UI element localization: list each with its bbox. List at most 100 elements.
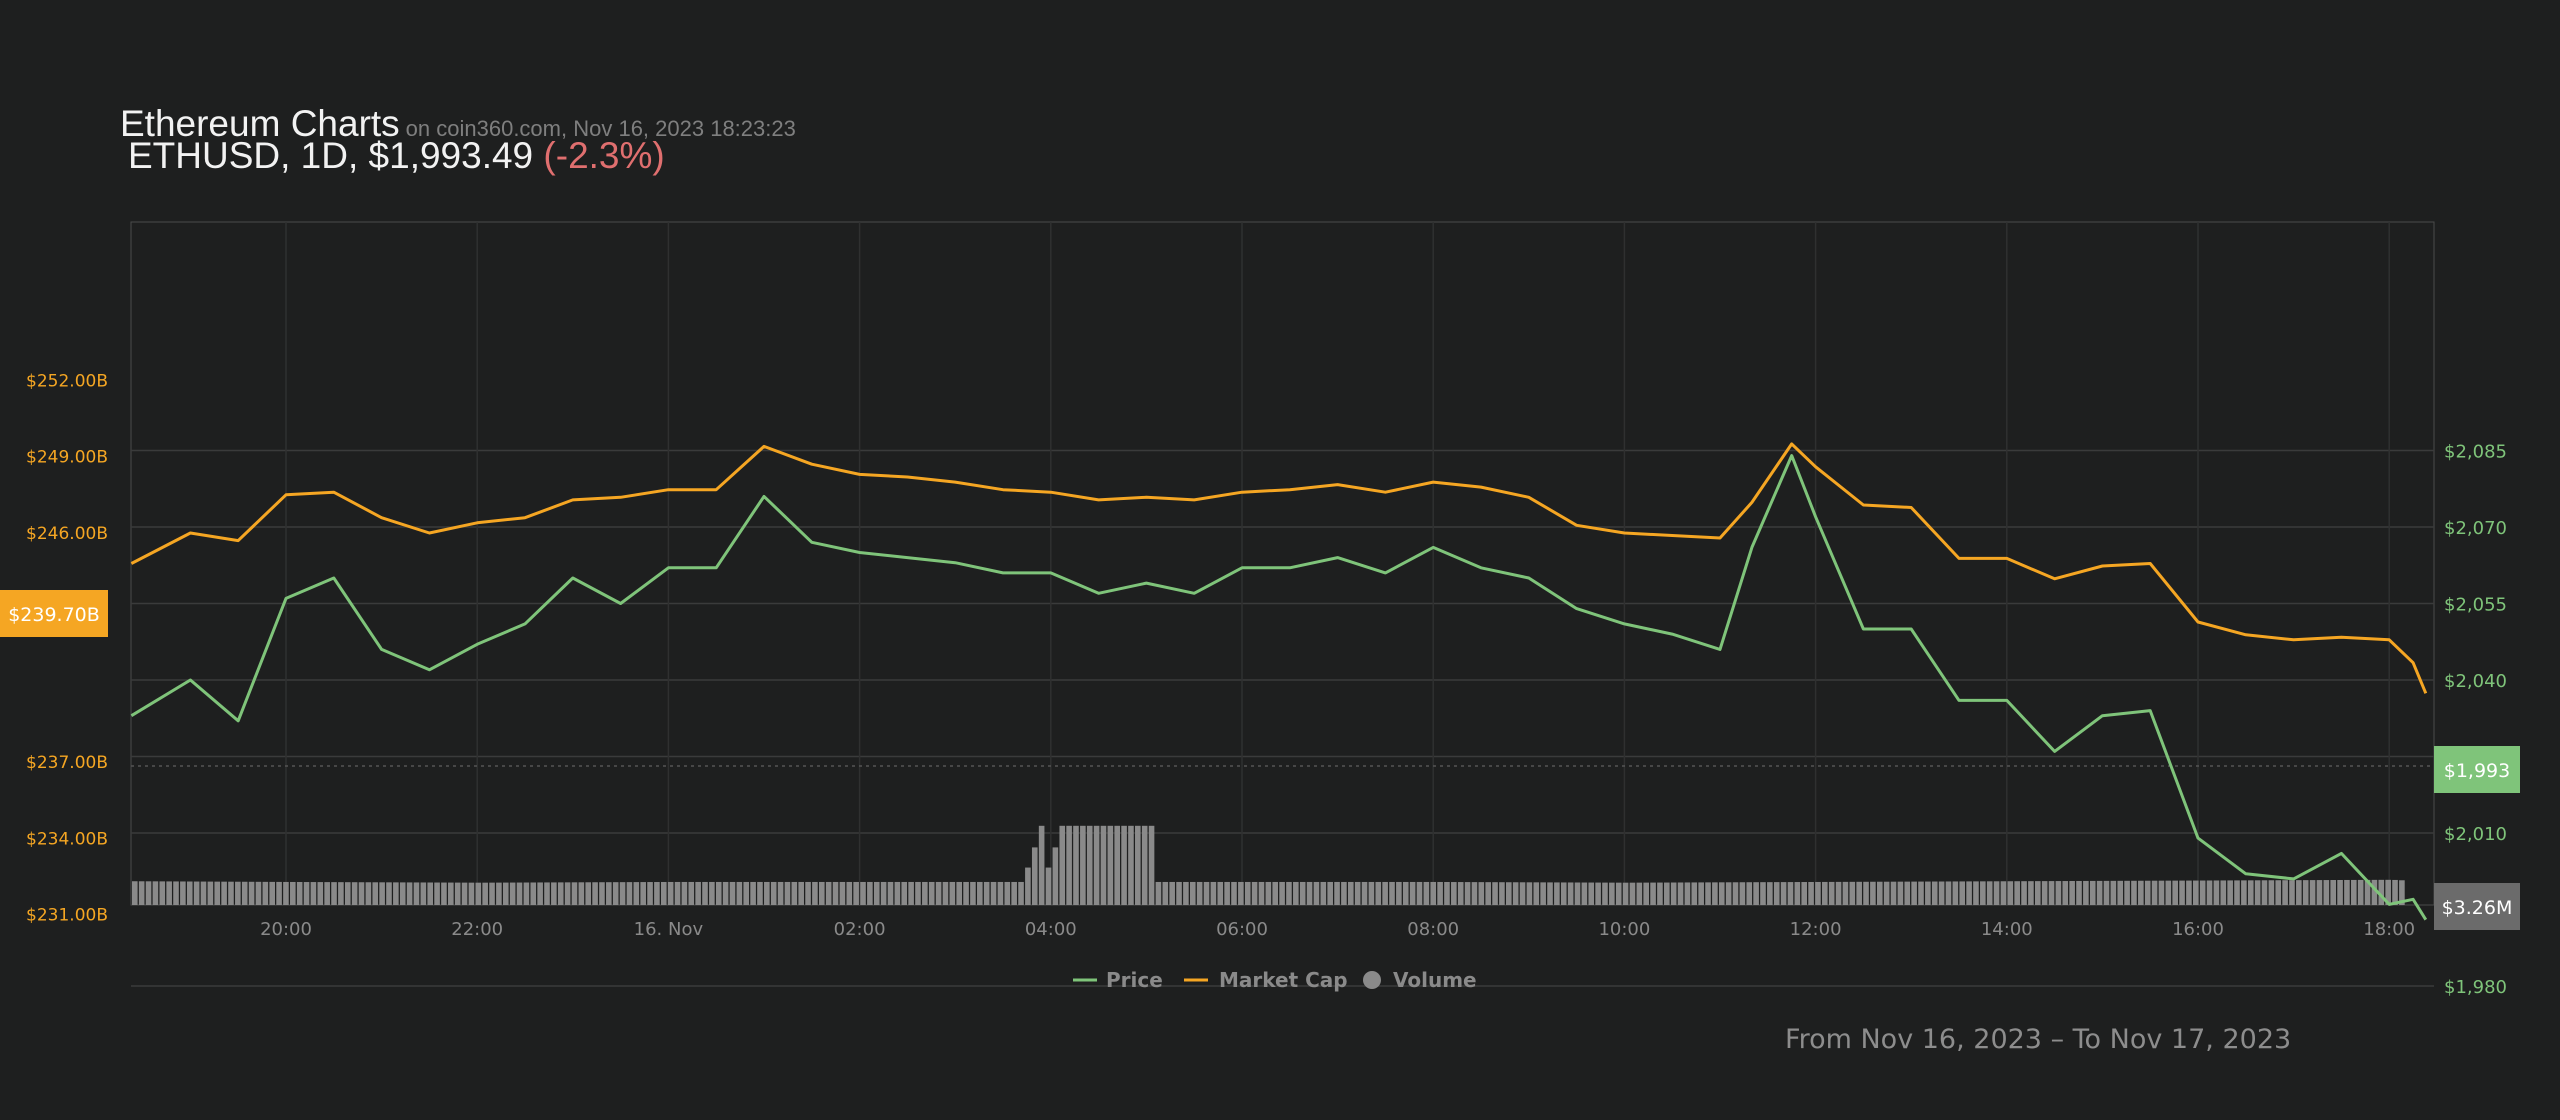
volume-bar bbox=[1842, 881, 1849, 905]
volume-bar bbox=[1382, 881, 1388, 905]
volume-bar bbox=[502, 882, 509, 905]
volume-bar bbox=[1293, 881, 1299, 905]
volume-bar bbox=[186, 881, 193, 905]
volume-bar bbox=[379, 882, 385, 905]
volume-bar bbox=[393, 882, 399, 905]
volume-bar bbox=[2000, 881, 2007, 905]
volume-bar bbox=[448, 882, 454, 905]
volume-bar bbox=[1244, 881, 1251, 905]
x-tick-label: 20:00 bbox=[260, 919, 312, 940]
volume-bar bbox=[1512, 882, 1519, 905]
volume-badge-label: $3.26M bbox=[2442, 897, 2513, 919]
volume-bar bbox=[1897, 881, 1904, 905]
volume-bar bbox=[2069, 881, 2075, 905]
volume-bar bbox=[1409, 881, 1416, 905]
volume-bar bbox=[922, 881, 928, 905]
volume-bar bbox=[138, 881, 145, 905]
volume-bar bbox=[1925, 881, 1931, 905]
volume-bar bbox=[1464, 882, 1471, 905]
volume-bar bbox=[592, 882, 598, 905]
volume-bar bbox=[1148, 825, 1155, 905]
volume-bar bbox=[1615, 882, 1622, 905]
volume-bar bbox=[1320, 881, 1327, 905]
volume-bar bbox=[599, 882, 605, 905]
volume-bar bbox=[482, 882, 488, 905]
volume-bar bbox=[819, 881, 825, 905]
volume-bar bbox=[612, 882, 619, 905]
volume-bar bbox=[791, 881, 798, 905]
volume-bar bbox=[1251, 881, 1258, 905]
volume-bar bbox=[2131, 880, 2137, 905]
volume-bar bbox=[777, 881, 784, 905]
volume-bar bbox=[702, 881, 708, 905]
x-tick-label: 06:00 bbox=[1216, 919, 1268, 940]
volume-bar bbox=[935, 881, 942, 905]
volume-bar bbox=[1931, 881, 1938, 905]
volume-bar bbox=[1574, 882, 1581, 905]
volume-bar bbox=[1794, 882, 1801, 905]
volume-bar bbox=[1128, 825, 1134, 905]
volume-bar bbox=[2041, 881, 2048, 905]
volume-bar bbox=[530, 882, 537, 905]
volume-bar bbox=[860, 881, 866, 905]
volume-bar bbox=[1870, 881, 1876, 905]
volume-bar bbox=[516, 882, 523, 905]
left-axis-ticks: $252.00B$249.00B$246.00B$243.00B$237.00B… bbox=[26, 371, 108, 925]
volume-bar bbox=[2357, 879, 2364, 905]
value-badges: $239.70B $1,993 $3.26M bbox=[0, 590, 2520, 930]
volume-bar bbox=[2234, 880, 2240, 905]
volume-bar bbox=[2316, 880, 2323, 905]
volume-bar bbox=[1162, 881, 1169, 905]
volume-bar bbox=[990, 881, 997, 905]
volume-bar bbox=[2055, 881, 2062, 905]
volume-bar bbox=[949, 881, 956, 905]
volume-bar bbox=[977, 881, 983, 905]
volume-bar bbox=[825, 881, 832, 905]
volume-bar bbox=[997, 881, 1004, 905]
volume-bar bbox=[1135, 825, 1141, 905]
volume-bar bbox=[551, 882, 557, 905]
volume-bar bbox=[1918, 881, 1924, 905]
volume-bar bbox=[1196, 881, 1203, 905]
volume-bar bbox=[805, 881, 811, 905]
volume-bar bbox=[1718, 882, 1725, 905]
volume-bar bbox=[1169, 881, 1175, 905]
volume-bar bbox=[159, 881, 166, 905]
chart-legend[interactable]: Price Market Cap Volume bbox=[1073, 968, 1477, 992]
volume-bar bbox=[1334, 881, 1340, 905]
volume-bar bbox=[1499, 882, 1505, 905]
volume-bar bbox=[1354, 881, 1361, 905]
volume-bar bbox=[764, 881, 770, 905]
volume-bar bbox=[729, 881, 736, 905]
volume-bar bbox=[1595, 882, 1601, 905]
volume-bar bbox=[1952, 881, 1959, 905]
volume-bar bbox=[303, 882, 310, 905]
volume-bar bbox=[544, 882, 550, 905]
volume-bar bbox=[1698, 882, 1704, 905]
volume-bar bbox=[2199, 880, 2206, 905]
volume-bar bbox=[241, 881, 248, 905]
volume-bar bbox=[1299, 881, 1306, 905]
volume-bar bbox=[365, 882, 372, 905]
volume-bar bbox=[2282, 880, 2288, 905]
volume-bar bbox=[798, 881, 804, 905]
chart-title: Ethereum Charts bbox=[120, 103, 400, 144]
volume-bar bbox=[434, 882, 440, 905]
volume-bar bbox=[915, 881, 921, 905]
volume-bar bbox=[585, 882, 592, 905]
legend-label: Market Cap bbox=[1219, 968, 1348, 992]
volume-bar bbox=[1100, 825, 1107, 905]
volume-bar bbox=[784, 881, 791, 905]
volume-bar bbox=[1629, 882, 1636, 905]
volume-bar bbox=[1966, 881, 1972, 905]
volume-bar bbox=[1602, 882, 1608, 905]
volume-bar bbox=[571, 882, 578, 905]
volume-bar bbox=[1286, 881, 1292, 905]
volume-bar bbox=[1066, 825, 1072, 905]
volume-bar bbox=[2089, 880, 2096, 905]
volume-bar bbox=[1437, 881, 1443, 905]
volume-bars bbox=[132, 825, 2405, 905]
volume-bar bbox=[867, 881, 873, 905]
volume-bar bbox=[399, 882, 406, 905]
volume-bar bbox=[2392, 879, 2398, 905]
